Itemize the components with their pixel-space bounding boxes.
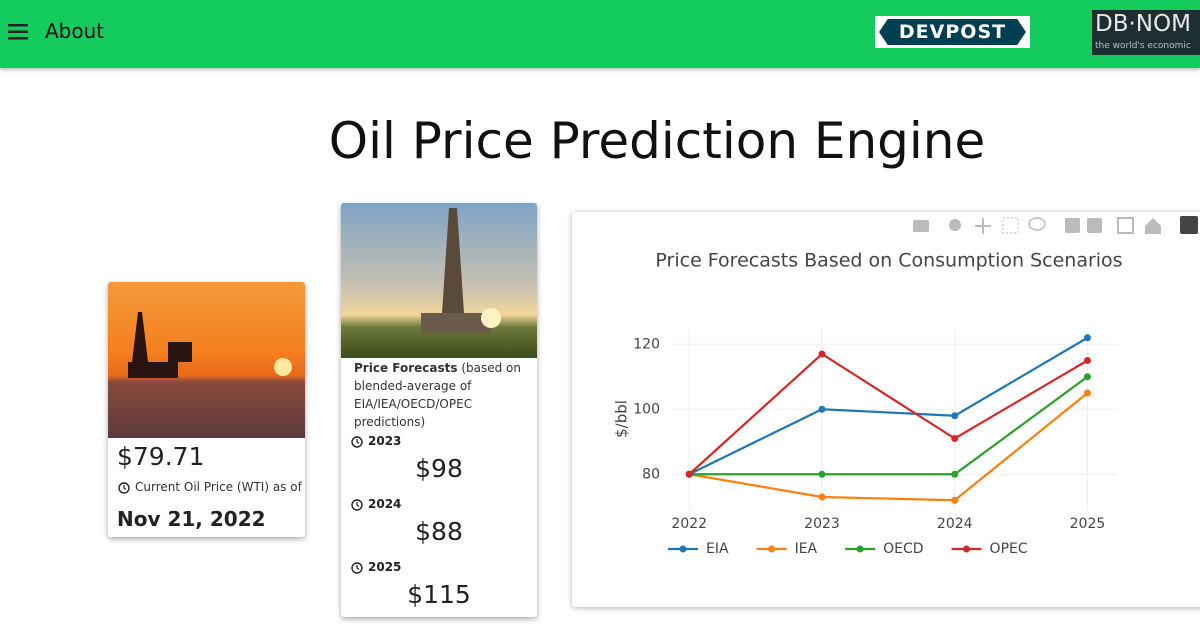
y-tick-label: 100 [633, 401, 660, 417]
current-date: Nov 21, 2022 [117, 507, 266, 531]
legend-marker [856, 545, 864, 553]
forecast-note: (based on blended-average of EIA/IEA/OEC… [354, 361, 521, 429]
rig-silhouette [110, 312, 292, 378]
x-tick-label: 2023 [804, 516, 840, 532]
x-tick-label: 2022 [671, 516, 707, 532]
clock-icon [118, 482, 130, 494]
legend-marker [679, 545, 687, 553]
dbnomics-logo[interactable]: DB·NOM the world's economic [1092, 10, 1200, 55]
dbnomics-text: DB·NOM [1095, 11, 1191, 37]
data-point [951, 435, 959, 442]
box-select-button[interactable] [1002, 217, 1019, 234]
data-point [818, 405, 826, 413]
current-price-card: $79.71 Current Oil Price (WTI) as of Nov… [108, 282, 305, 537]
legend-label: IEA [795, 541, 818, 557]
zoom-out-button[interactable] [1087, 218, 1102, 233]
chart-title: Price Forecasts Based on Consumption Sce… [655, 250, 1122, 272]
navbar: About DEVPOST DB·NOM the world's economi… [0, 0, 1200, 68]
pan-button[interactable] [975, 218, 991, 234]
dbnomics-tagline: the world's economic [1095, 41, 1191, 51]
data-point [685, 470, 693, 478]
series-line [688, 336, 1089, 476]
forecast-card: Price Forecasts (based on blended-averag… [341, 203, 537, 617]
card-image [108, 282, 305, 438]
clock-icon [351, 499, 363, 511]
legend-marker [963, 545, 971, 553]
forecast-price: $88 [415, 517, 463, 546]
autoscale-button[interactable] [1117, 217, 1134, 234]
y-axis-label: $/bbl [613, 400, 631, 438]
forecast-year: 2024 [368, 497, 402, 511]
forecast-year: 2025 [368, 560, 402, 574]
menu-label[interactable]: About [45, 19, 105, 43]
legend-label: EIA [706, 541, 729, 557]
legend-label: OECD [883, 541, 923, 557]
y-tick-label: 120 [633, 336, 660, 352]
page-title: Oil Price Prediction Engine [328, 112, 986, 170]
devpost-text: DEVPOST [879, 19, 1026, 45]
data-point [1083, 357, 1091, 364]
lasso-button[interactable] [1028, 217, 1046, 231]
data-point [1083, 389, 1091, 397]
clock-icon [351, 562, 363, 574]
forecast-description: Price Forecasts (based on blended-averag… [354, 359, 524, 431]
data-point [818, 493, 826, 501]
menu-icon[interactable] [8, 24, 28, 40]
chart-card: Price Forecasts Based on Consumption Sce… [572, 212, 1200, 607]
devpost-logo[interactable]: DEVPOST [875, 16, 1030, 48]
camera-button[interactable] [913, 220, 929, 232]
x-tick-label: 2024 [937, 516, 973, 532]
reset-button[interactable] [1145, 218, 1161, 234]
plotly-logo[interactable] [1180, 216, 1198, 234]
data-point [818, 470, 826, 478]
series-line [688, 352, 1089, 476]
rig-silhouette [421, 208, 501, 333]
current-price: $79.71 [117, 442, 205, 471]
forecast-heading: Price Forecasts [354, 361, 458, 375]
data-point [951, 412, 959, 420]
data-point [1083, 373, 1091, 381]
card-image [341, 203, 537, 358]
legend-label: OPEC [990, 541, 1028, 557]
data-point [951, 470, 959, 478]
zoom-button[interactable] [949, 219, 961, 231]
forecast-year: 2023 [368, 434, 402, 448]
zoom-in-button[interactable] [1065, 218, 1080, 233]
forecast-price: $115 [407, 580, 471, 609]
x-tick-label: 2025 [1070, 516, 1106, 532]
series-line [689, 392, 1089, 502]
legend-marker [768, 545, 776, 553]
clock-icon [351, 436, 363, 448]
forecast-price: $98 [415, 454, 463, 483]
current-caption: Current Oil Price (WTI) as of [135, 480, 302, 494]
data-point [1083, 334, 1091, 342]
data-point [818, 350, 826, 358]
series-line [689, 375, 1089, 476]
chart: Price Forecasts Based on Consumption Sce… [613, 216, 1198, 557]
data-point [951, 496, 959, 504]
modebar [913, 216, 1198, 234]
y-tick-label: 80 [642, 466, 660, 482]
